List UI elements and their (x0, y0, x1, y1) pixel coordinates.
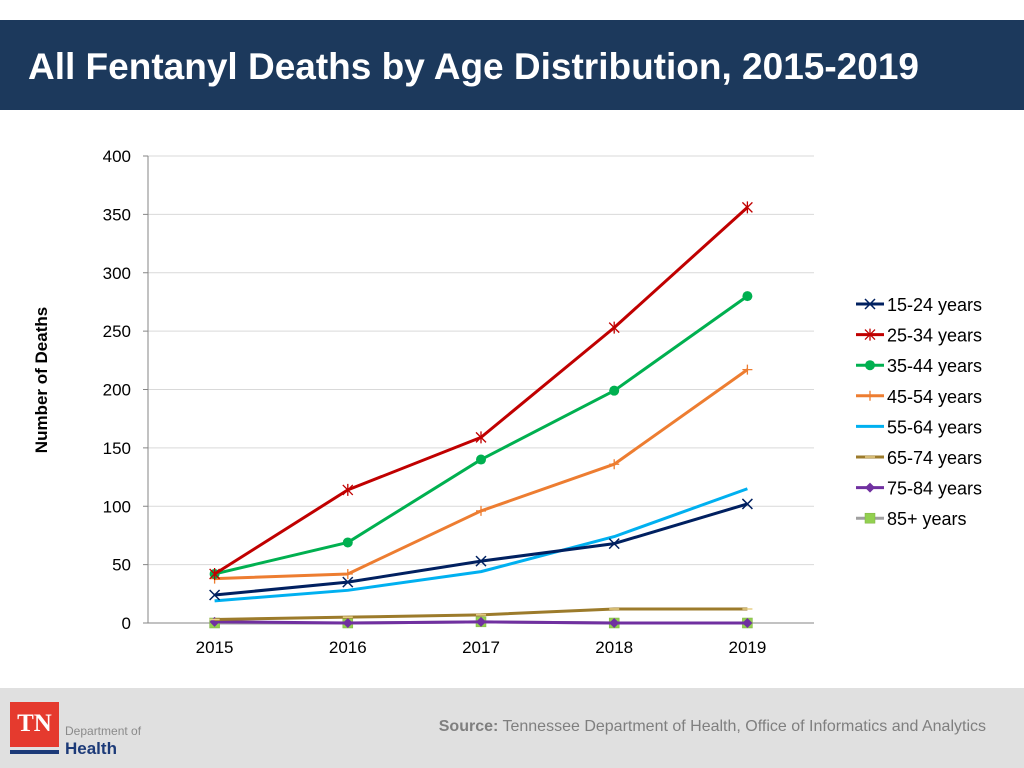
legend-marker (864, 328, 876, 341)
data-point (342, 568, 353, 579)
logo-health-text: Health (65, 739, 117, 758)
data-point (475, 431, 487, 444)
x-tick-label: 2018 (595, 638, 633, 657)
data-point (342, 618, 353, 628)
data-point (741, 201, 753, 214)
x-tick-label: 2016 (329, 638, 367, 657)
y-tick-label: 0 (122, 614, 131, 633)
y-tick-label: 100 (103, 497, 131, 516)
data-point (742, 364, 753, 375)
series-15-24-years (209, 498, 753, 601)
legend-marker (865, 360, 875, 371)
source-label: Source: (438, 718, 499, 735)
tn-logo-mark: TN (10, 702, 59, 747)
logo-dept-text: Department of (65, 724, 142, 738)
legend-item: 85+ years (856, 509, 967, 529)
data-point (209, 567, 221, 580)
data-point (609, 459, 620, 470)
series-45-54-years (209, 364, 753, 584)
legend-item: 75-84 years (856, 479, 982, 499)
data-point (742, 291, 753, 302)
series-25-34-years (209, 201, 753, 580)
y-tick-label: 50 (112, 556, 131, 575)
y-tick-label: 300 (103, 264, 131, 283)
legend-label: 25-34 years (887, 326, 982, 346)
y-tick-label: 350 (103, 205, 131, 224)
data-point (741, 498, 753, 510)
legend-label: 55-64 years (887, 417, 982, 437)
data-point (342, 537, 353, 548)
legend-item: 25-34 years (856, 326, 982, 346)
source-note: Source: Tennessee Department of Health, … (439, 718, 986, 736)
data-point (609, 618, 620, 628)
data-point (476, 505, 486, 516)
data-point (609, 385, 620, 396)
legend-item: 35-44 years (856, 356, 982, 376)
data-point (475, 555, 487, 567)
legend-item: 45-54 years (856, 387, 982, 407)
series-line (214, 487, 748, 603)
title-banner: All Fentanyl Deaths by Age Distribution,… (0, 20, 1024, 110)
data-point (476, 454, 486, 465)
legend-label: 45-54 years (887, 387, 982, 407)
series-line (214, 368, 749, 581)
line-chart: 0 50 100 150 200 250 300 350 400 2015 2016 2017 2018… (32, 147, 982, 657)
data-point (342, 483, 354, 496)
legend-marker (864, 298, 876, 310)
x-tick-label: 2019 (728, 638, 766, 657)
y-tick-label: 150 (103, 439, 131, 458)
x-tick-label: 2017 (462, 638, 500, 657)
legend-label: 35-44 years (887, 356, 982, 376)
legend-marker (865, 390, 875, 401)
y-axis-label: Number of Deaths (32, 307, 51, 453)
legend-label: 15-24 years (887, 295, 982, 315)
source-text: Tennessee Department of Health, Office o… (502, 718, 986, 735)
legend-label: 85+ years (887, 509, 967, 529)
footer: TN Department of Health Source: Tennesse… (0, 688, 1024, 768)
legend-marker (864, 512, 876, 524)
legend-label: 75-84 years (887, 479, 982, 499)
data-point (608, 538, 620, 550)
legend-label: 65-74 years (887, 448, 982, 468)
series-55-64-years (214, 487, 748, 603)
logo-bar (10, 750, 59, 754)
x-tick-label: 2015 (196, 638, 234, 657)
data-point (476, 616, 486, 627)
series-35-44-years (209, 291, 753, 579)
series-65-74-years (209, 607, 753, 621)
legend-item: 65-74 years (856, 448, 982, 468)
y-tick-label: 250 (103, 322, 131, 341)
data-point (742, 618, 753, 628)
y-tick-label: 200 (103, 381, 131, 400)
y-tick-label: 400 (103, 147, 131, 166)
data-point (608, 321, 620, 334)
series-75-84-years (209, 616, 753, 628)
data-point (342, 576, 354, 588)
legend-item: 55-64 years (856, 417, 982, 437)
page-title: All Fentanyl Deaths by Age Distribution,… (28, 46, 919, 87)
legend-marker (865, 482, 875, 493)
legend-item: 15-24 years (856, 295, 982, 315)
data-point (209, 589, 221, 601)
